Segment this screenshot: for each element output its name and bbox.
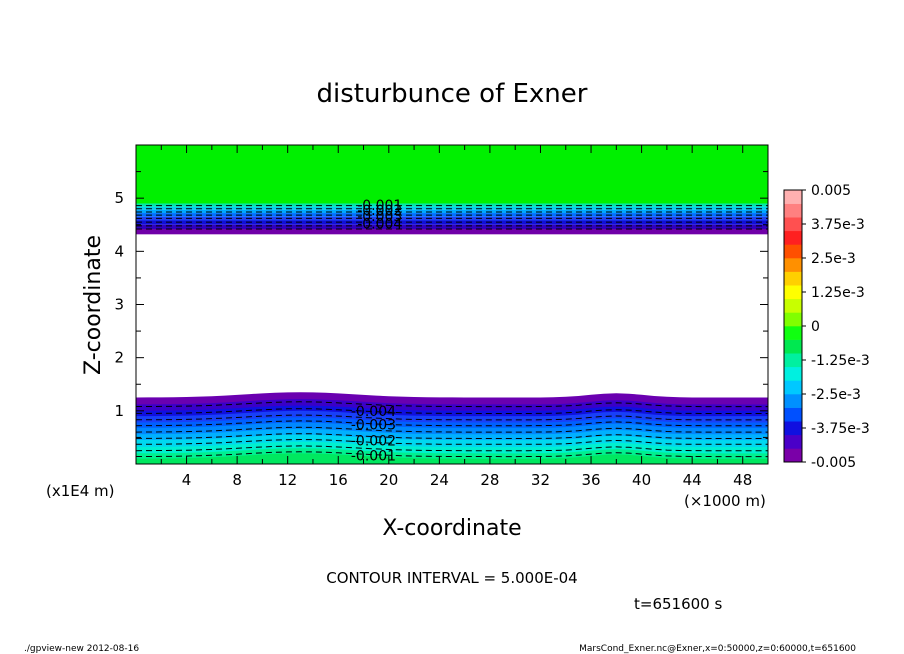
x-axis-label: X-coordinate xyxy=(382,516,521,541)
x-tick-label: 4 xyxy=(182,471,192,489)
lower-contour-label: -0.003 xyxy=(351,418,396,434)
y-tick-label: 3 xyxy=(114,296,124,314)
colorbar-label: 1.25e-3 xyxy=(811,285,865,301)
x-tick-label: 8 xyxy=(232,471,242,489)
colorbar-label: -0.005 xyxy=(811,455,856,471)
x-tick-label: 16 xyxy=(329,471,348,489)
colorbar-swatch xyxy=(784,271,802,286)
colorbar-swatch xyxy=(784,312,802,327)
lower-contour-line-3 xyxy=(135,420,768,427)
x-tick-label: 32 xyxy=(531,471,550,489)
colorbar-label: 2.5e-3 xyxy=(811,251,856,267)
colorbar-swatch xyxy=(784,190,802,204)
colorbar-swatch xyxy=(784,448,802,463)
upper-band-0 xyxy=(136,145,768,204)
y-tick-label: 1 xyxy=(114,402,124,420)
lower-contour-line-8 xyxy=(136,451,768,458)
x-tick-label: 12 xyxy=(278,471,297,489)
footer-left: ./gpview-new 2012-08-16 xyxy=(24,644,139,654)
y-tick-label: 2 xyxy=(114,349,124,367)
contour-lines: -0.001-0.002-0.003-0.004-0.004-0.003-0.0… xyxy=(135,198,768,464)
x-tick-label: 44 xyxy=(683,471,702,489)
colorbar-swatch xyxy=(784,258,802,272)
colorbar-label: 0.005 xyxy=(811,183,851,199)
time-text: t=651600 s xyxy=(634,595,722,613)
lower-contour-line-7 xyxy=(135,445,768,452)
colorbar: 0.005 3.75e-3 2.5e-3 1.25e-3 0 -1.25e-3 -2.5e-… xyxy=(783,183,870,471)
upper-band-1 xyxy=(136,203,768,207)
colorbar-swatch xyxy=(784,285,802,300)
lower-contour-label: -0.002 xyxy=(351,434,396,450)
y-axis-label: Z-coordinate xyxy=(81,235,106,375)
colorbar-swatch xyxy=(784,244,802,259)
lower-contour-line-6 xyxy=(135,438,768,445)
upper-contour-label: -0.001 xyxy=(357,198,402,214)
y-tick-label: 4 xyxy=(114,242,124,260)
lower-contour-line-0 xyxy=(136,401,768,408)
upper-contour-label: -0.003 xyxy=(357,209,402,225)
colorbar-swatch xyxy=(784,217,802,232)
x-tick-label: 40 xyxy=(632,471,651,489)
colorbar-swatch xyxy=(784,380,802,395)
colorbar-swatch xyxy=(784,230,802,245)
chart-title: disturbunce of Exner xyxy=(317,79,588,109)
colorbar-label: -3.75e-3 xyxy=(811,421,870,437)
upper-band-8 xyxy=(136,229,768,235)
x-tick-label: 28 xyxy=(480,471,499,489)
colorbar-swatch xyxy=(784,298,802,313)
lower-contour-line-2 xyxy=(136,414,768,421)
x-tick-label: 20 xyxy=(379,471,398,489)
contour-interval-text: CONTOUR INTERVAL = 5.000E-04 xyxy=(326,569,577,587)
lower-contour-line-5 xyxy=(136,433,768,439)
upper-band-7 xyxy=(136,224,768,230)
lower-contour-label: -0.004 xyxy=(351,404,396,420)
lower-contour-label: -0.001 xyxy=(351,448,396,464)
upper-band-2 xyxy=(136,206,768,210)
x-tick-label: 24 xyxy=(430,471,449,489)
x-tick-label: 36 xyxy=(581,471,600,489)
colorbar-swatch xyxy=(784,353,802,368)
y-tick-label: 5 xyxy=(114,189,124,207)
upper-contour-label: -0.002 xyxy=(357,203,402,219)
colorbar-swatch xyxy=(784,339,802,354)
x-unit-note: (×1000 m) xyxy=(684,492,766,510)
y-unit-note: (x1E4 m) xyxy=(46,482,115,500)
colorbar-label: 3.75e-3 xyxy=(811,217,865,233)
colorbar-swatch xyxy=(784,434,802,449)
footer-right: MarsCond_Exner.nc@Exner,x=0:50000,z=0:60… xyxy=(579,644,856,654)
colorbar-label: -2.5e-3 xyxy=(811,387,861,403)
upper-contour-label: -0.004 xyxy=(357,217,402,233)
colorbar-label: -1.25e-3 xyxy=(811,353,870,369)
lower-contour-line-1 xyxy=(136,408,768,414)
upper-band-6 xyxy=(136,220,768,225)
x-tick-label: 48 xyxy=(733,471,752,489)
lower-contour-line-4 xyxy=(135,426,768,433)
colorbar-swatch xyxy=(784,326,802,340)
colorbar-swatch xyxy=(784,366,802,381)
colorbar-swatch xyxy=(784,421,802,436)
colorbar-swatch xyxy=(784,394,802,408)
lower-band-10 xyxy=(136,453,768,464)
plot-area xyxy=(136,145,768,464)
colorbar-swatch xyxy=(784,407,802,422)
colorbar-swatch xyxy=(784,203,802,218)
upper-band-3 xyxy=(136,209,768,214)
colorbar-label: 0 xyxy=(811,319,820,335)
